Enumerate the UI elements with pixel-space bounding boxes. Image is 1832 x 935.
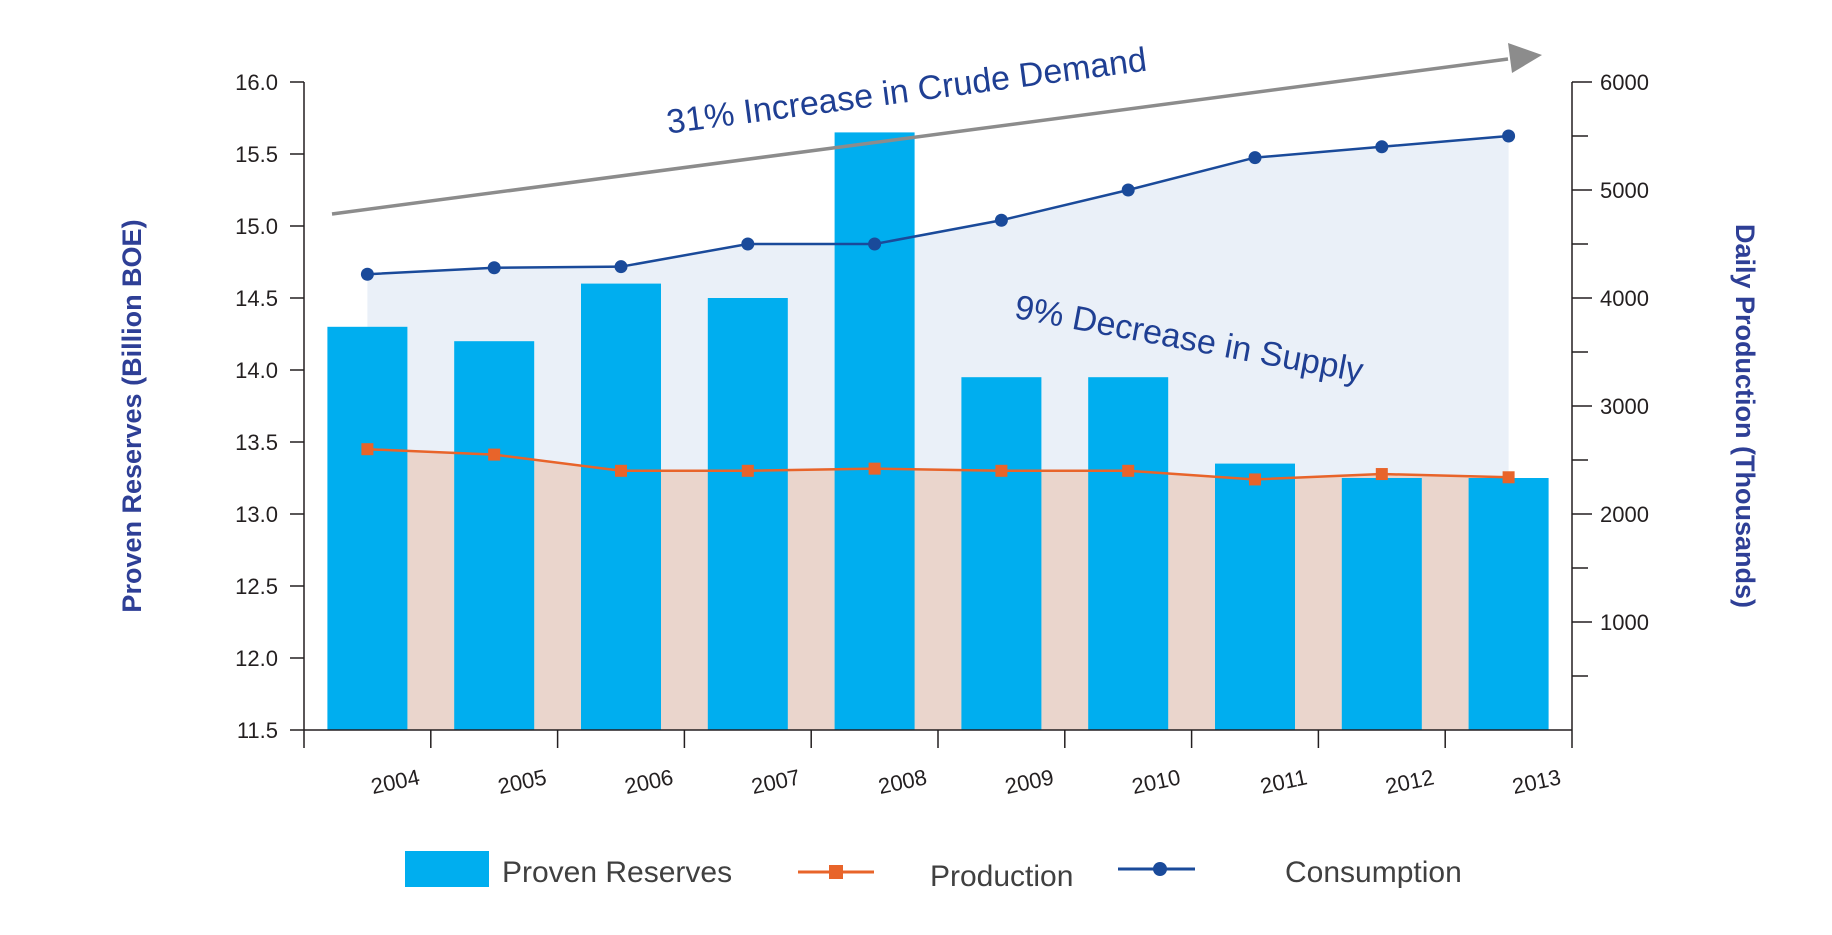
production-area — [367, 449, 1509, 730]
series-lines — [360, 129, 1516, 486]
y-tick-label-left: 16.0 — [235, 70, 278, 95]
production-marker-2007 — [741, 464, 754, 477]
x-tick-label-2006: 2006 — [622, 764, 675, 799]
y-tick-label-right: 2000 — [1600, 502, 1649, 527]
bar-reserves-2004 — [327, 326, 408, 730]
x-tick-label-2008: 2008 — [876, 764, 929, 799]
y-tick-label-left: 15.5 — [235, 142, 278, 167]
legend-label-reserves: Proven Reserves — [502, 856, 732, 889]
legend: Proven Reserves Production Consumption — [405, 851, 1462, 893]
production-marker-2008 — [868, 462, 881, 475]
production-marker-2005 — [488, 448, 501, 461]
consumption-marker-2012 — [1375, 140, 1389, 154]
y-tick-label-left: 12.0 — [235, 646, 278, 671]
consumption-marker-2011 — [1248, 151, 1262, 165]
legend-marker-production — [829, 865, 843, 879]
production-marker-2006 — [615, 464, 627, 477]
y-tick-label-left: 14.5 — [235, 286, 278, 311]
demand-arrow-head — [1508, 43, 1542, 73]
y-tick-label-left: 11.5 — [237, 718, 278, 743]
bar-reserves-2005 — [454, 341, 535, 730]
x-tick-label-2010: 2010 — [1130, 764, 1183, 799]
production-marker-2009 — [995, 464, 1008, 477]
x-tick-label-2009: 2009 — [1003, 764, 1056, 799]
consumption-marker-2006 — [614, 260, 628, 274]
legend-marker-consumption — [1153, 862, 1167, 876]
bar-reserves-2011 — [1215, 463, 1295, 730]
production-marker-2012 — [1375, 468, 1388, 481]
x-tick-label-2004: 2004 — [369, 764, 422, 799]
production-line — [367, 447, 1509, 481]
bar-reserves-2008 — [834, 132, 915, 730]
area-fills — [367, 136, 1509, 730]
x-tick-label-2011: 2011 — [1258, 764, 1309, 798]
legend-label-production: Production — [930, 860, 1073, 893]
y-axis-title-right: Daily Production (Thousands) — [1730, 224, 1760, 608]
y-tick-label-left: 13.5 — [235, 430, 278, 455]
y-tick-label-right: 6000 — [1600, 70, 1649, 95]
demand-arrow-line — [331, 57, 1509, 216]
y-tick-label-left: 14.0 — [235, 358, 278, 383]
production-marker-2011 — [1249, 473, 1261, 486]
bar-reserves-2013 — [1468, 478, 1549, 730]
consumption-marker-2008 — [868, 237, 882, 251]
y-tick-label-left: 15.0 — [235, 214, 278, 239]
production-marker-2004 — [361, 443, 374, 456]
bar-reserves-2006 — [581, 283, 661, 730]
legend-label-consumption: Consumption — [1285, 856, 1462, 889]
consumption-marker-2007 — [741, 237, 755, 251]
consumption-marker-2005 — [487, 261, 501, 275]
y-tick-label-right: 5000 — [1600, 178, 1649, 203]
bar-reserves-2012 — [1341, 478, 1422, 730]
y-tick-label-right: 3000 — [1600, 394, 1649, 419]
x-tick-label-2013: 2013 — [1510, 764, 1563, 799]
x-tick-label-2007: 2007 — [749, 764, 802, 799]
bar-reserves-2007 — [707, 298, 788, 730]
y-tick-label-left: 12.5 — [235, 574, 278, 599]
consumption-marker-2010 — [1121, 183, 1135, 197]
consumption-line — [367, 134, 1509, 276]
consumption-marker-2004 — [360, 267, 374, 281]
reserves-bars — [327, 132, 1549, 730]
x-tick-label-2005: 2005 — [496, 764, 549, 799]
bar-reserves-2010 — [1088, 377, 1169, 730]
y-tick-label-right: 4000 — [1600, 286, 1649, 311]
consumption-marker-2013 — [1502, 129, 1516, 143]
demand-arrow — [331, 43, 1542, 216]
y-tick-label-right: 1000 — [1600, 610, 1649, 635]
production-marker-2010 — [1122, 464, 1135, 477]
legend-swatch-reserves — [405, 851, 489, 887]
production-marker-2013 — [1502, 471, 1515, 484]
y-tick-label-left: 13.0 — [235, 502, 278, 527]
x-tick-label-2012: 2012 — [1383, 764, 1436, 799]
y-axis-title-left: Proven Reserves (Billion BOE) — [117, 219, 147, 612]
consumption-marker-2009 — [994, 213, 1008, 227]
demand-annotation: 31% Increase in Crude Demand — [664, 41, 1149, 142]
bar-reserves-2009 — [961, 377, 1042, 730]
